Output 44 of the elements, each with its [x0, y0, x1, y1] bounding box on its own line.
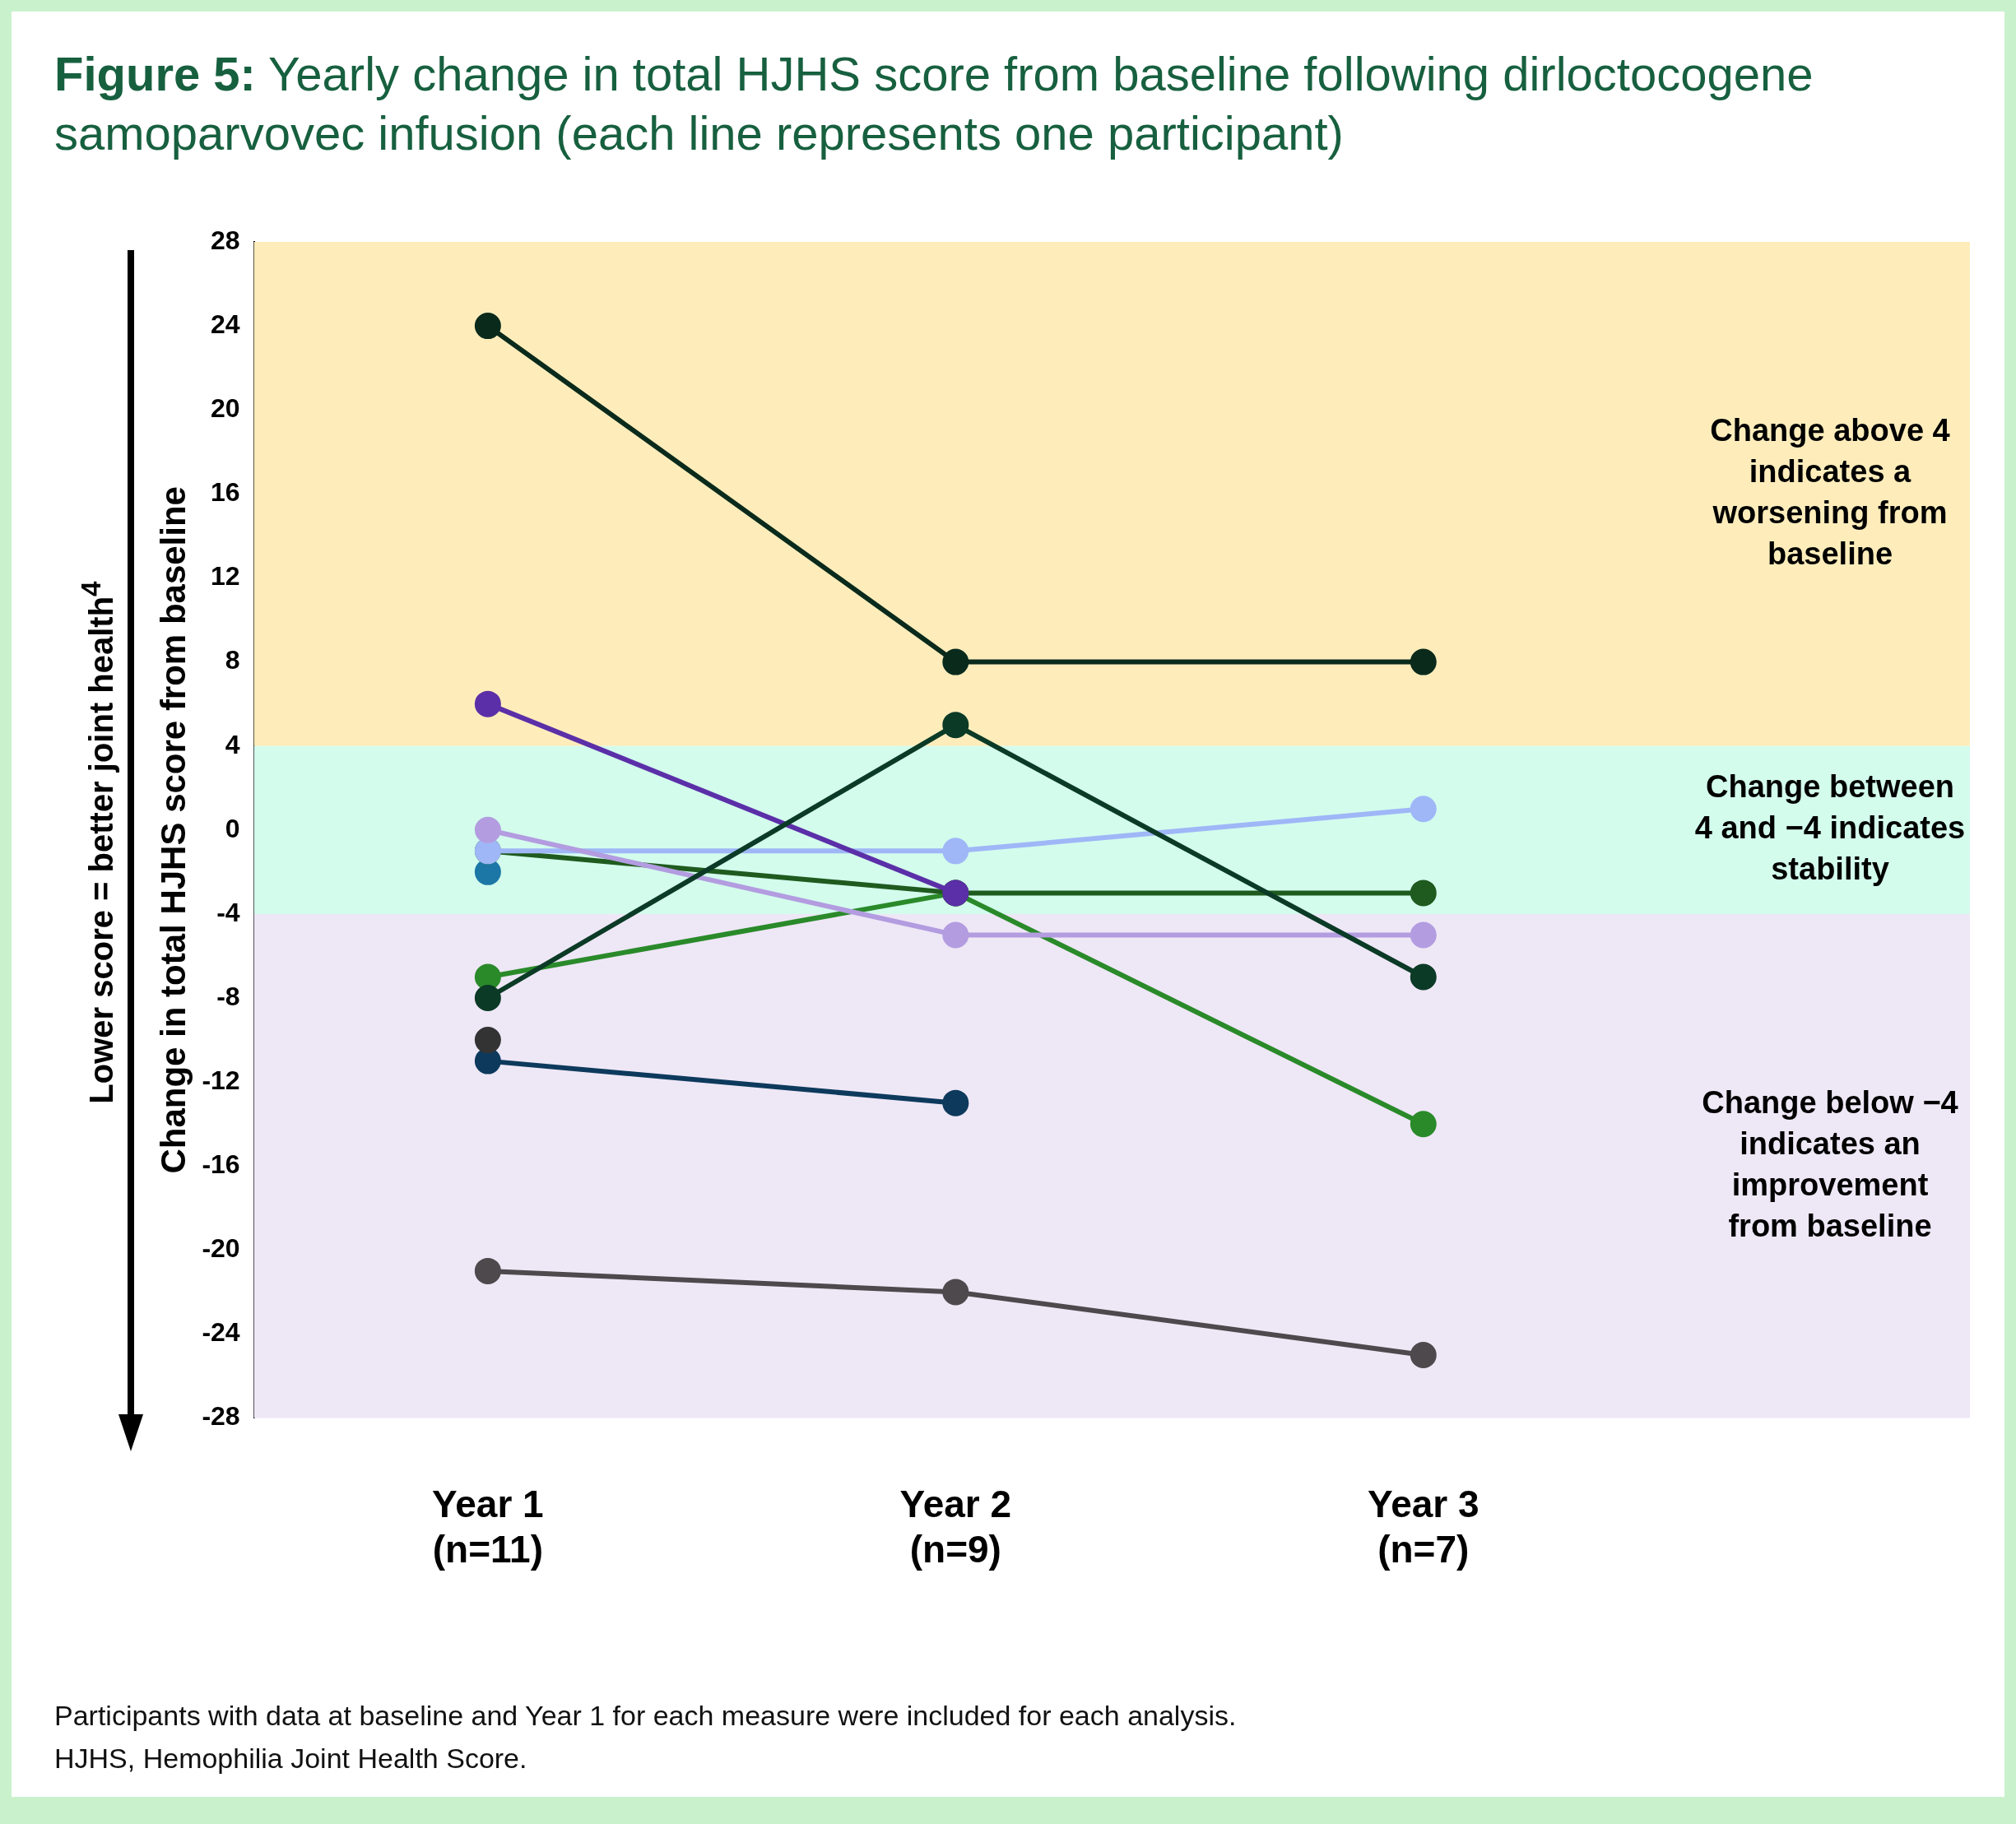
point	[1410, 963, 1437, 991]
point	[1410, 921, 1437, 949]
point	[474, 816, 501, 843]
x-tick-label: Year 3 (n=7)	[1367, 1482, 1479, 1571]
band-label: Change above 4 indicates a worsening from baseline	[1710, 412, 1950, 571]
point	[474, 985, 501, 1012]
x-tick-label: Year 2 (n=9)	[899, 1482, 1012, 1571]
point	[942, 712, 969, 739]
point	[1410, 880, 1437, 907]
text: Participants with data at baseline and Year 1 for each measure were included for each analysis.	[54, 1699, 1237, 1733]
point	[474, 690, 501, 717]
y-tick-label: -24	[202, 1317, 240, 1348]
y-tick-label: -20	[202, 1233, 240, 1264]
y-tick-label: 20	[211, 393, 240, 424]
point	[474, 1027, 501, 1054]
y-tick-label: 24	[211, 309, 240, 339]
y-tick-label: 12	[211, 561, 240, 592]
point	[1410, 648, 1437, 675]
band-label: Change below −4 indicates an improvement from baseline	[1702, 1084, 1958, 1243]
point	[474, 313, 501, 340]
x-tick-label: Year 1 (n=11)	[432, 1482, 544, 1571]
point	[942, 838, 969, 865]
point	[942, 1279, 969, 1306]
band-label: Change between 4 and −4 indicates stability	[1694, 769, 1966, 887]
y-tick-label: -4	[216, 897, 240, 927]
point	[942, 921, 969, 949]
chart-title: Figure 5: Yearly change in total HJHS score from baseline following dirloctocogene samoparvovec infusion (each line represents one participant)	[54, 46, 1814, 161]
point	[1410, 1342, 1437, 1369]
y-tick-label: 16	[211, 477, 240, 508]
point	[474, 1257, 501, 1284]
y-tick-label: -28	[202, 1401, 240, 1432]
point	[1410, 1111, 1437, 1138]
point	[942, 648, 969, 675]
y-tick-label: 28	[211, 225, 240, 255]
point	[1410, 796, 1437, 823]
y-axis-title: Change in total HJHS score from baseline	[153, 486, 193, 1174]
y-tick-label: -8	[216, 981, 240, 1011]
y-tick-label: 0	[225, 813, 240, 843]
y-tick-label: 4	[225, 729, 240, 759]
y-tick-label: -16	[202, 1149, 240, 1180]
y-tick-label: -12	[202, 1065, 240, 1095]
y-tick-label: 8	[225, 645, 240, 675]
text: HJHS, Hemophilia Joint Health Score.	[54, 1742, 528, 1775]
point	[942, 1089, 969, 1116]
